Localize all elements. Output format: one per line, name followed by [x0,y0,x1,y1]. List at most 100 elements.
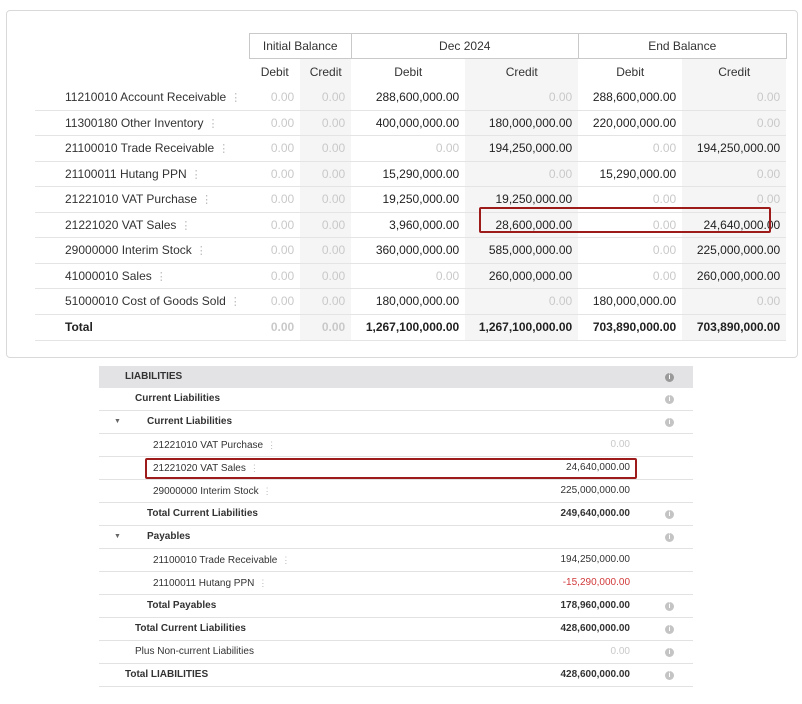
amount-init-debit: 0.00 [249,161,301,187]
amount-dec-credit: 0.00 [465,84,579,111]
row-value: 0.00 [610,439,630,450]
account-row-trade-receivable: 21100010 Trade Receivable ⋮ 194,250,000.00 [99,549,693,572]
empty-header-cell [35,59,249,85]
kebab-menu-icon[interactable]: ⋮ [262,486,272,496]
account-name[interactable]: 51000010 Cost of Goods Sold [65,294,226,309]
kebab-menu-icon[interactable]: ⋮ [195,245,207,258]
amount-end-debit: 0.00 [578,212,683,238]
amount-init-credit: 0.00 [300,161,352,187]
row-label-text: Total LIABILITIES [125,669,209,680]
row-label-text: Payables [147,531,191,542]
amount-dec-debit: 400,000,000.00 [351,110,466,136]
amount-init-credit: 0.00 [300,237,352,264]
row-label-text: Total Current Liabilities [135,623,246,634]
group-payables: ▼ Payables i [99,526,693,549]
amount-end-credit: 0.00 [682,110,787,136]
account-cell: 21100010 Trade Receivable ⋮ [35,135,250,162]
account-name[interactable]: 21221010 VAT Purchase [65,192,198,207]
amount-end-credit: 194,250,000.00 [682,135,787,162]
account-name[interactable]: 11210010 Account Receivable [65,90,227,104]
amount-dec-debit: 360,000,000.00 [351,237,466,264]
kebab-menu-icon[interactable]: ⋮ [218,143,230,156]
amount-init-debit: 0.00 [249,84,301,111]
row-label[interactable]: 21100011 Hutang PPN ⋮ [153,572,267,595]
amount-dec-credit: 0.00 [465,161,579,187]
amount-init-debit: 0.00 [249,110,301,136]
row-label: Current Liabilities [135,388,220,410]
amount-init-debit: 0.00 [249,135,301,162]
trial-balance-row: 51000010 Cost of Goods Sold ⋮ 0.00 0.00 180,… [35,288,787,315]
account-name[interactable]: 21100011 Hutang PPN [65,166,187,181]
trial-balance-row: 21100011 Hutang PPN ⋮ 0.00 0.00 15,290,000.0… [35,161,787,187]
trial-balance-row: 21100010 Trade Receivable ⋮ 0.00 0.00 0.00 19… [35,135,787,162]
amount-dec-debit: 19,250,000.00 [351,186,466,213]
row-label[interactable]: 21100010 Trade Receivable ⋮ [153,549,290,572]
info-icon[interactable]: i [665,671,674,680]
caret-down-icon[interactable]: ▼ [114,418,121,425]
info-icon[interactable]: i [665,418,674,427]
amount-init-debit: 0.00 [249,263,301,289]
trial-balance-row: 11300180 Other Inventory ⋮ 0.00 0.00 400,000… [35,110,787,136]
account-name[interactable]: 21221020 VAT Sales [65,217,177,232]
row-label: Total Payables [147,595,216,617]
row-label[interactable]: 21221010 VAT Purchase ⋮ [153,434,276,457]
highlight-box-vat-sales-trial [479,207,771,233]
info-icon[interactable]: i [665,510,674,519]
row-label-text: 21221010 VAT Purchase [153,440,264,451]
row-value: 225,000,000.00 [560,485,630,496]
amount-dec-credit: 0.00 [465,288,579,315]
row-label: Total Current Liabilities [147,503,258,525]
kebab-menu-icon[interactable]: ⋮ [229,296,241,309]
total-label: Total [35,314,250,341]
account-cell: 51000010 Cost of Goods Sold ⋮ [35,288,250,315]
kebab-menu-icon[interactable]: ⋮ [230,92,242,104]
amount-init-debit: 0.00 [249,288,301,315]
kebab-menu-icon[interactable]: ⋮ [281,555,291,565]
kebab-menu-icon[interactable]: ⋮ [258,578,268,588]
total-end-credit: 703,890,000.00 [682,314,787,341]
row-label: Payables [147,526,190,548]
info-icon[interactable]: i [665,625,674,634]
account-name[interactable]: 41000010 Sales [65,268,152,283]
amount-init-debit: 0.00 [249,186,301,213]
kebab-menu-icon[interactable]: ⋮ [249,463,259,473]
row-label-text: Plus Non-current Liabilities [135,646,254,657]
total-liabilities: Total LIABILITIES 428,600,000.00 i [99,664,693,687]
info-icon[interactable]: i [665,533,674,542]
row-label-text: Current Liabilities [135,393,221,404]
info-icon[interactable]: i [665,395,674,404]
trial-balance-row: 29000000 Interim Stock ⋮ 0.00 0.00 360,000,0… [35,237,787,264]
info-icon[interactable]: i [665,602,674,611]
row-value: 178,960,000.00 [560,600,630,611]
kebab-menu-icon[interactable]: ⋮ [267,440,277,450]
group-current-liabilities: ▼ Current Liabilities i [99,411,693,434]
amount-dec-debit: 15,290,000.00 [351,161,466,187]
kebab-menu-icon[interactable]: ⋮ [207,117,219,130]
kebab-menu-icon[interactable]: ⋮ [155,270,167,283]
row-value: 428,600,000.00 [560,623,630,634]
row-label: Current Liabilities [147,411,232,433]
amount-end-credit: 0.00 [682,288,787,315]
amount-end-credit: 0.00 [682,161,787,187]
info-icon[interactable]: i [665,648,674,657]
group-header-period: Dec 2024 [350,33,579,59]
account-name[interactable]: 29000000 Interim Stock [65,243,192,258]
amount-end-debit: 288,600,000.00 [578,84,683,111]
kebab-menu-icon[interactable]: ⋮ [201,194,213,207]
kebab-menu-icon[interactable]: ⋮ [190,168,202,181]
total-current-liabilities: Total Current Liabilities 428,600,000.00 i [99,618,693,641]
total-dec-debit: 1,267,100,000.00 [351,314,466,341]
row-label[interactable]: 29000000 Interim Stock ⋮ [153,480,272,503]
row-label[interactable]: 21221020 VAT Sales ⋮ [153,457,259,480]
account-name[interactable]: 11300180 Other Inventory [65,115,204,130]
amount-end-credit: 225,000,000.00 [682,237,787,264]
row-value: 0.00 [610,646,630,657]
account-name[interactable]: 21100010 Trade Receivable [65,141,215,156]
trial-balance-row: 41000010 Sales ⋮ 0.00 0.00 0.00 260,000,000.0… [35,263,787,289]
kebab-menu-icon[interactable]: ⋮ [180,219,192,232]
caret-down-icon[interactable]: ▼ [114,533,121,540]
trial-balance-row: 11210010 Account Receivable ⋮ 0.00 0.00 288,… [35,84,787,111]
amount-dec-debit: 0.00 [351,263,466,289]
row-label-text: Current Liabilities [147,416,233,427]
info-icon[interactable]: i [665,373,674,382]
